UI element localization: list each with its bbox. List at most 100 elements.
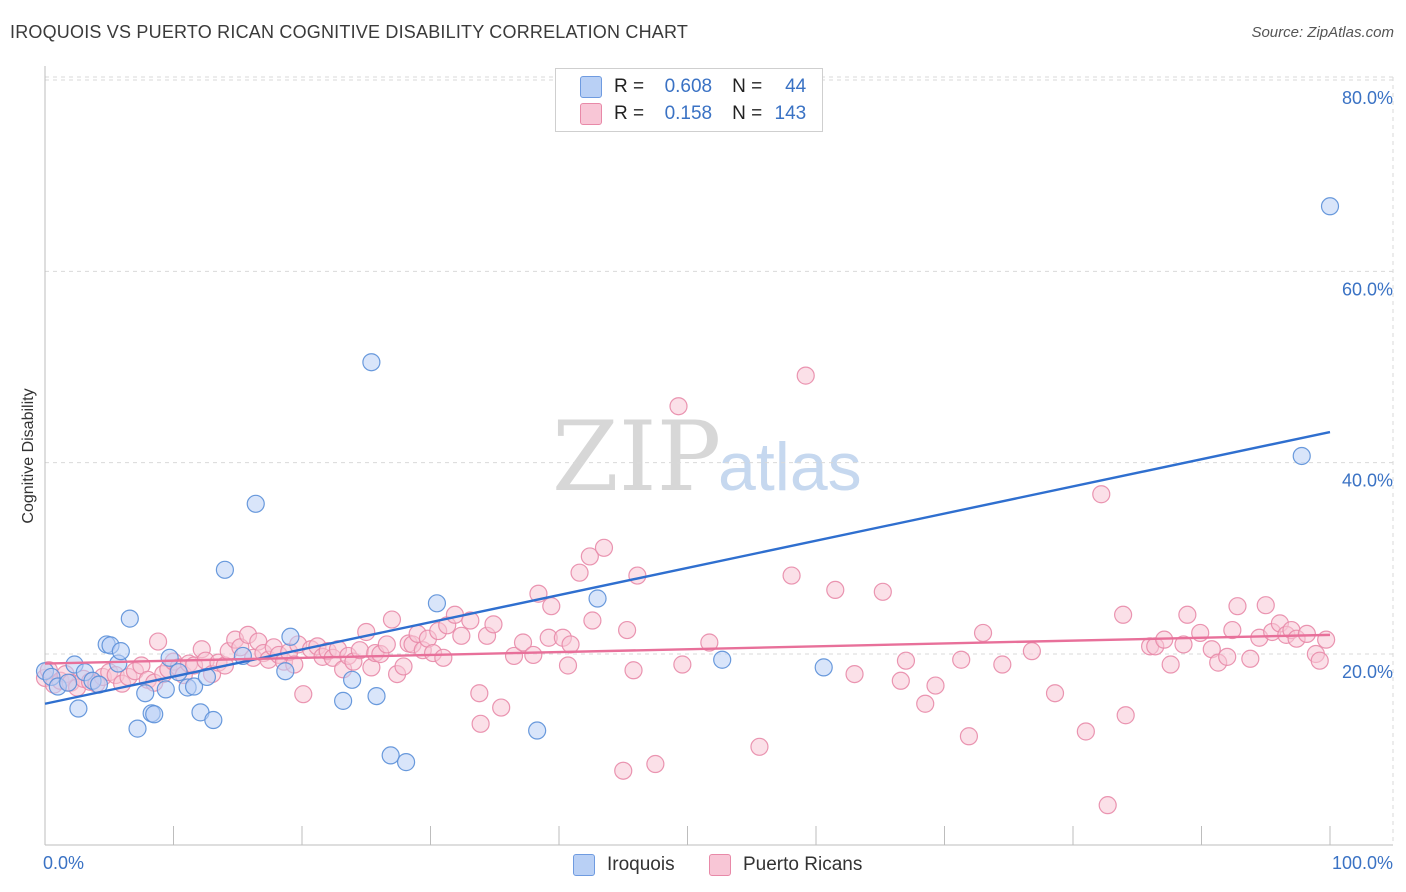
puerto-ricans-point [1076,722,1095,741]
iroquois-point [128,719,147,738]
puerto-ricans-point [524,645,543,665]
stats-legend: R = 0.608 N = 44 R = 0.158 N = 143 [555,68,823,132]
iroquois-point [528,721,547,740]
puerto-ricans-swatch [580,103,602,125]
puerto-ricans-point [561,635,580,654]
puerto-ricans-point [461,611,480,630]
puerto-ricans-trend-line [44,633,1331,665]
puerto-ricans-point [484,615,503,634]
puerto-ricans-point [796,366,815,385]
puerto-ricans-point [926,676,945,695]
puerto-ricans-point [1174,635,1193,654]
iroquois-point [246,494,265,513]
y-axis-title: Cognitive Disability [20,388,37,523]
trend-lines [44,430,1331,705]
puerto-ricans-point [628,566,647,585]
iroquois-point [588,589,607,608]
iroquois-swatch [580,76,602,98]
puerto-ricans-point [614,761,633,780]
r-label: R = [614,76,645,97]
puerto-ricans-point [952,650,971,669]
puerto-ricans-point [594,538,614,557]
puerto-ricans-point [891,671,910,690]
source-credit: Source: ZipAtlas.com [1251,24,1394,41]
iroquois-point [111,642,130,661]
zipatlas-watermark: ZIP atlas [552,401,862,513]
puerto-ricans-point [1178,605,1197,624]
puerto-ricans-point [845,664,864,684]
x-tick-label: 100.0% [1332,853,1393,873]
iroquois-point [204,710,223,730]
puerto-ricans-point [700,633,719,652]
iroquois-point [381,746,400,765]
puerto-ricans-point [452,626,471,645]
iroquois-point [1320,197,1340,216]
bottom-legend-puerto-ricans: Puerto Ricans [709,852,862,878]
watermark-zip: ZIP [552,401,721,513]
puerto-ricans-point [492,698,511,717]
iroquois-point [145,705,164,724]
puerto-ricans-point [382,610,402,629]
puerto-ricans-point [1022,642,1041,661]
puerto-ricans-point [434,648,453,667]
iroquois-point [156,680,175,699]
puerto-ricans-point [1218,647,1237,666]
puerto-ricans-point [583,611,602,630]
iroquois-point [281,627,300,646]
chart-title: IROQUOIS VS PUERTO RICAN COGNITIVE DISAB… [10,22,689,42]
y-tick-label: 80.0% [1342,88,1393,108]
iroquois-n-value: 44 [785,76,807,97]
puerto-ricans-point [618,620,637,640]
puerto-ricans-point [1256,596,1275,615]
iroquois-point [276,662,295,681]
puerto-ricans-point [916,694,935,713]
y-tick-label: 40.0% [1342,471,1393,491]
watermark-atlas: atlas [718,429,862,505]
puerto-ricans-point [1310,651,1329,670]
iroquois-point [120,609,139,628]
puerto-ricans-point [1092,485,1111,504]
puerto-ricans-point [993,655,1012,674]
puerto-ricans-point [1098,796,1117,815]
puerto-ricans-point [471,714,490,733]
iroquois-point [69,699,88,718]
iroquois-point [169,663,188,682]
puerto-ricans-point [1045,684,1065,703]
puerto-ricans-point [673,655,692,674]
iroquois-point [215,560,234,579]
iroquois-point [343,670,362,689]
iroquois-point [396,753,416,772]
legend-row-puerto-ricans: R = 0.158 N = 143 [580,102,806,126]
puerto-ricans-point [624,661,643,680]
legend-row-iroquois: R = 0.608 N = 44 [580,75,806,99]
puerto-ricans-point [1317,630,1336,649]
n-label: N = [732,103,763,124]
puerto-ricans-point [973,623,993,643]
puerto-ricans-point [558,656,578,675]
iroquois-legend-swatch [573,854,595,876]
iroquois-point [814,658,833,677]
puerto-ricans-point [669,397,688,416]
puerto-ricans-point [873,582,892,601]
puerto-ricans-legend-swatch [709,854,731,876]
n-label: N = [732,76,763,97]
puerto-ricans-point [1228,597,1247,616]
data-points [35,197,1340,815]
puerto-ricans-point [1161,655,1180,674]
axes [44,66,1393,846]
puerto-ricans-r-value: 0.158 [664,103,713,124]
iroquois-point [136,684,155,703]
iroquois-point [59,673,78,692]
puerto-ricans-point [646,754,665,774]
puerto-ricans-point [826,580,845,600]
tick-labels: 20.0% 40.0% 60.0% 80.0% 0.0% 100.0% [43,88,1393,873]
puerto-ricans-point [896,651,916,670]
puerto-ricans-point [394,657,413,676]
y-tick-label: 20.0% [1342,662,1393,682]
puerto-ricans-point [580,547,599,566]
puerto-ricans-legend-label: Puerto Ricans [743,854,863,875]
puerto-ricans-point [470,684,489,703]
puerto-ricans-point [1241,649,1260,668]
puerto-ricans-point [542,597,561,616]
